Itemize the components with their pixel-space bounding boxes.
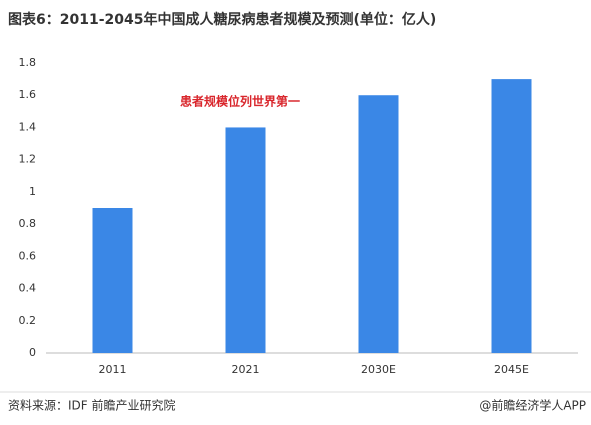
y-tick-label: 0 [29,346,36,359]
annotation: 患者规模位列世界第一 [180,94,300,109]
bar [358,95,399,353]
chart-title: 图表6：2011-2045年中国成人糖尿病患者规模及预测(单位：亿人) [8,11,436,28]
bar [92,208,133,353]
x-tick-label: 2021 [232,363,260,376]
y-tick-label: 1.2 [19,153,37,166]
source: 资料来源：IDF 前瞻产业研究院 [8,398,176,413]
y-tick-label: 1.6 [19,88,37,101]
x-tick-label: 2030E [361,363,396,376]
credit: @前瞻经济学人APP [479,398,586,413]
y-tick-label: 0.4 [19,282,37,295]
y-tick-label: 1.4 [19,120,37,133]
x-tick-label: 2011 [99,363,127,376]
y-tick-label: 1 [29,185,36,198]
y-tick-label: 0.2 [19,314,37,327]
bar [491,79,532,353]
y-tick-label: 0.6 [19,249,37,262]
bar [225,127,266,353]
x-tick-label: 2045E [494,363,529,376]
y-tick-label: 0.8 [19,217,37,230]
y-tick-label: 1.8 [19,56,37,69]
